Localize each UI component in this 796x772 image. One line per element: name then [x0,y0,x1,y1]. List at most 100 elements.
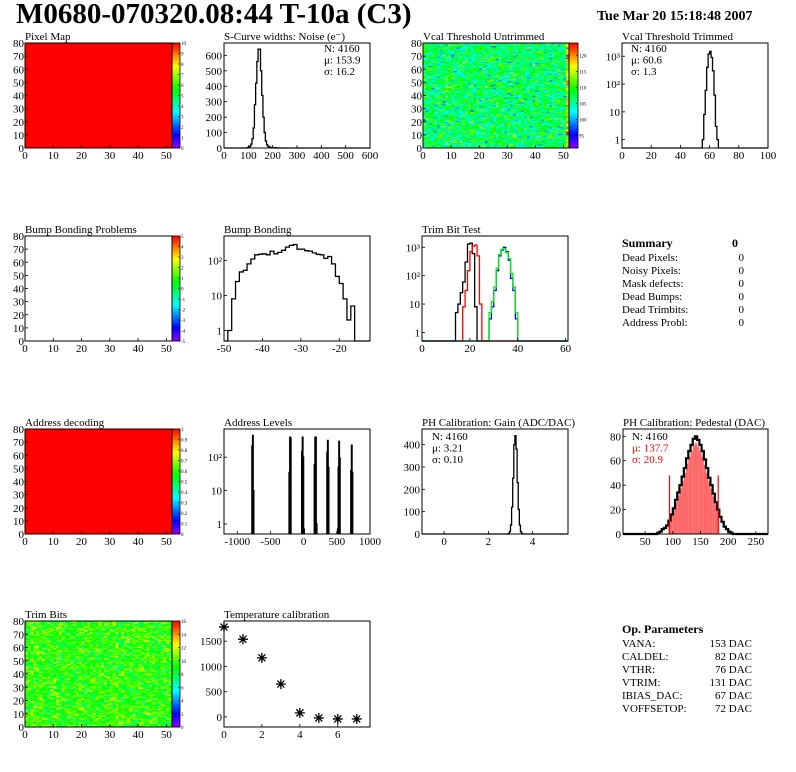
map-cell [453,133,458,136]
map-cell [510,92,514,95]
map-cell [465,111,469,113]
map-cell [459,53,463,56]
map-cell [498,136,503,138]
map-cell [445,62,449,65]
map-cell [490,45,494,48]
map-cell [501,49,505,52]
map-cell [538,58,542,61]
map-cell [529,67,533,70]
map-cell [501,75,505,78]
palette-cell [172,313,180,317]
map-cell [431,125,435,128]
map-cell [560,91,564,94]
map-cell [487,138,491,141]
map-cell [479,117,483,120]
map-cell [510,81,514,83]
x-tick-label: -40 [255,343,270,355]
map-cell [423,141,427,144]
map-cell [518,62,522,65]
map-cell [445,141,449,144]
map-cell [27,719,32,721]
map-cell [481,62,486,65]
map-cell [557,82,561,85]
map-cell [423,98,427,100]
stats-line: N: 4160 [432,431,468,443]
map-cell [546,53,550,56]
map-cell [529,58,533,61]
y-tick-label: 1 [615,135,621,147]
map-cell [549,82,553,85]
map-cell [465,140,469,142]
map-cell [439,133,444,136]
map-cell [552,79,556,82]
map-cell [515,53,519,56]
map-cell [439,120,444,123]
map-cell [487,66,491,69]
palette-cell [172,246,180,249]
map-cell [481,91,486,94]
map-cell [428,90,432,92]
map-cell [425,53,430,56]
map-cell [437,65,441,68]
map-cell [535,100,539,103]
map-cell [445,117,449,120]
map-cell [510,45,514,48]
map-cell [473,103,477,106]
map-cell [504,50,508,53]
map-cell [434,144,438,146]
map-cell [437,132,441,134]
map-cell [459,141,463,144]
palette-cell [172,250,180,254]
y-tick-label: 0 [19,143,25,155]
map-cell [470,70,474,73]
map-cell [445,86,449,89]
map-cell [445,132,449,134]
map-cell [510,87,514,90]
map-cell [431,44,435,47]
map-cell [456,54,460,57]
map-cell [442,58,446,61]
map-cell [473,116,477,119]
map-cell [428,100,432,103]
map-cell [439,62,444,65]
palette-cell [569,82,578,86]
map-cell [529,128,533,131]
map-cell [510,53,514,56]
map-cell [563,52,567,54]
map-cell [431,94,435,96]
map-cell [532,123,536,125]
map-cell [538,45,542,48]
palette-cell [172,242,180,245]
map-cell [532,130,536,133]
map-cell [439,58,444,61]
map-cell [549,103,553,106]
map-cell [439,91,444,94]
map-cell [493,66,497,69]
map-cell [25,715,29,717]
map-cell [442,67,446,70]
map-cell [428,75,432,78]
map-cell [518,124,522,127]
map-cell [554,100,559,103]
map-cell [465,56,469,58]
map-cell [30,655,34,658]
map-cell [554,111,559,113]
map-cell [566,88,570,91]
map-cell [462,102,466,104]
map-cell [470,133,474,136]
map-cell [529,82,533,85]
map-cell [431,134,435,137]
map-cell [566,96,570,99]
y-tick-label: 10 [13,516,25,528]
map-cell [566,83,570,86]
map-cell [439,129,444,132]
map-cell [473,138,477,141]
map-cell [445,123,449,125]
map-cell [490,75,494,78]
map-cell [498,96,503,99]
map-cell [425,138,430,141]
map-cell [453,54,458,57]
map-cell [27,628,32,631]
map-cell [498,50,503,53]
map-cell [524,136,528,138]
